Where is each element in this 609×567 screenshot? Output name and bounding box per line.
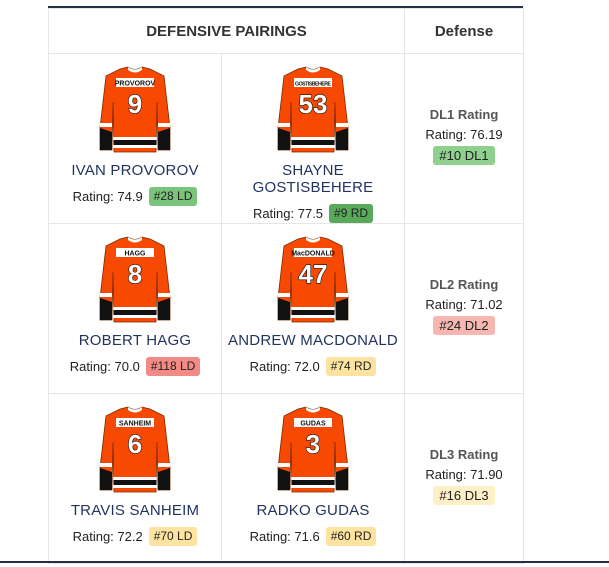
player-rating: Rating: 72.2 bbox=[72, 529, 143, 544]
jersey-name-text: SANHEIM bbox=[119, 420, 151, 427]
rank-badge: #60 RD bbox=[325, 527, 377, 546]
pairing-rank-badge: #10 DL1 bbox=[433, 146, 495, 165]
rank-badge: #70 LD bbox=[148, 527, 198, 546]
player-rating: Rating: 72.0 bbox=[249, 359, 320, 374]
jersey-icon: GOSTISBEHERE 53 bbox=[277, 66, 349, 153]
player-cell: HAGG 8 ROBERT HAGG Rating: 70.0 #118 LD bbox=[48, 223, 222, 394]
player-cell: PROVOROV 9 IVAN PROVOROV Rating: 74.9 #28 LD bbox=[48, 53, 222, 224]
jersey-name-text: GUDAS bbox=[300, 420, 326, 427]
player-name-link[interactable]: ANDREW MACDONALD bbox=[228, 332, 398, 349]
bottom-divider bbox=[0, 561, 609, 563]
jersey-number-text: 6 bbox=[128, 429, 142, 459]
player-cell: SANHEIM 6 TRAVIS SANHEIM Rating: 72.2 #70 LD bbox=[48, 393, 222, 564]
player-name-link[interactable]: RADKO GUDAS bbox=[256, 502, 370, 519]
rank-badge: #28 LD bbox=[148, 187, 198, 206]
jersey-name-text: PROVOROV bbox=[115, 80, 156, 87]
rank-badge: #9 RD bbox=[329, 204, 374, 223]
jersey-icon: MacDONALD 47 bbox=[277, 236, 349, 323]
pairing-rating-value: Rating: 71.90 bbox=[425, 467, 503, 482]
pairing-rating-title: DL3 Rating bbox=[429, 447, 499, 462]
pairing-rating-title: DL2 Rating bbox=[429, 277, 499, 292]
pairing-rating-title: DL1 Rating bbox=[429, 107, 499, 122]
player-rating: Rating: 70.0 bbox=[69, 359, 140, 374]
pairing-row: PROVOROV 9 IVAN PROVOROV Rating: 74.9 #28 LD… bbox=[48, 53, 524, 224]
pairing-rank-badge: #24 DL2 bbox=[433, 316, 495, 335]
jersey-name-text: MacDONALD bbox=[291, 250, 335, 257]
rank-badge: #74 RD bbox=[325, 357, 377, 376]
player-rating-row: Rating: 77.5 #9 RD bbox=[222, 204, 404, 223]
player-cell: GOSTISBEHERE 53 SHAYNE GOSTISBEHERE Rating:… bbox=[221, 53, 405, 224]
player-rating-row: Rating: 72.0 #74 RD bbox=[222, 357, 404, 376]
jersey-number-text: 8 bbox=[128, 259, 142, 289]
jersey-icon: SANHEIM 6 bbox=[99, 406, 171, 493]
player-rating: Rating: 74.9 bbox=[72, 189, 143, 204]
header-defense: Defense bbox=[404, 8, 524, 54]
pairing-rating-value: Rating: 76.19 bbox=[425, 127, 503, 142]
player-rating-row: Rating: 70.0 #118 LD bbox=[49, 357, 221, 376]
player-name-link[interactable]: IVAN PROVOROV bbox=[71, 162, 199, 179]
header-row: DEFENSIVE PAIRINGS Defense bbox=[48, 8, 524, 54]
pairing-rating-cell: DL2 Rating Rating: 71.02 #24 DL2 bbox=[404, 223, 524, 394]
jersey-icon: GUDAS 3 bbox=[277, 406, 349, 493]
pairing-rating-value: Rating: 71.02 bbox=[425, 297, 503, 312]
jersey-number-text: 9 bbox=[128, 89, 142, 119]
player-rating-row: Rating: 74.9 #28 LD bbox=[49, 187, 221, 206]
player-rating: Rating: 77.5 bbox=[252, 206, 324, 221]
pairing-rating-cell: DL1 Rating Rating: 76.19 #10 DL1 bbox=[404, 53, 524, 224]
player-rating-row: Rating: 72.2 #70 LD bbox=[49, 527, 221, 546]
player-rating-row: Rating: 71.6 #60 RD bbox=[222, 527, 404, 546]
rank-badge: #118 LD bbox=[145, 357, 201, 376]
player-name-link[interactable]: SHAYNE GOSTISBEHERE bbox=[252, 162, 374, 196]
jersey-name-text: GOSTISBEHERE bbox=[295, 81, 332, 87]
jersey-icon: HAGG 8 bbox=[99, 236, 171, 323]
jersey-number-text: 53 bbox=[299, 89, 328, 119]
player-rating: Rating: 71.6 bbox=[249, 529, 320, 544]
defensive-pairings-table: DEFENSIVE PAIRINGS Defense PROVOROV 9 IVAN… bbox=[48, 6, 524, 564]
pairing-rating-cell: DL3 Rating Rating: 71.90 #16 DL3 bbox=[404, 393, 524, 564]
player-name-link[interactable]: TRAVIS SANHEIM bbox=[70, 502, 200, 519]
pairing-rank-badge: #16 DL3 bbox=[433, 486, 495, 505]
player-cell: MacDONALD 47 ANDREW MACDONALD Rating: 72.0 #… bbox=[221, 223, 405, 394]
header-defensive-pairings: DEFENSIVE PAIRINGS bbox=[48, 8, 405, 54]
jersey-number-text: 3 bbox=[306, 429, 320, 459]
pairing-row: SANHEIM 6 TRAVIS SANHEIM Rating: 72.2 #70 LD… bbox=[48, 393, 524, 564]
pairing-row: HAGG 8 ROBERT HAGG Rating: 70.0 #118 LD MacDO… bbox=[48, 223, 524, 394]
player-name-link[interactable]: ROBERT HAGG bbox=[78, 332, 192, 349]
jersey-name-text: HAGG bbox=[125, 250, 147, 257]
jersey-number-text: 47 bbox=[299, 259, 328, 289]
player-cell: GUDAS 3 RADKO GUDAS Rating: 71.6 #60 RD bbox=[221, 393, 405, 564]
jersey-icon: PROVOROV 9 bbox=[99, 66, 171, 153]
